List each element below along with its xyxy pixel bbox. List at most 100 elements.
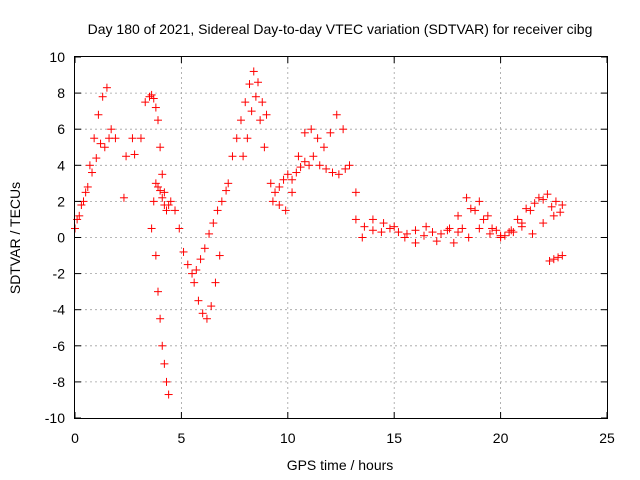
data-point [158,341,167,350]
data-point [196,255,205,264]
data-point [300,128,309,137]
data-point [162,206,171,215]
data-point [239,152,248,161]
data-point [288,175,297,184]
y-tick-label: -4 [53,302,66,318]
data-point [256,116,265,125]
data-point [160,188,169,197]
data-point [526,206,535,215]
data-point [530,199,539,208]
data-point [443,226,452,235]
data-point [445,224,454,233]
data-point [305,161,314,170]
data-point [432,237,441,246]
data-point [224,179,233,188]
data-point [554,253,563,262]
data-point [351,215,360,224]
data-point [558,201,567,210]
data-point [119,193,128,202]
data-point [266,179,275,188]
data-point [454,211,463,220]
data-point [341,164,350,173]
data-point [149,197,158,206]
data-point [505,228,514,237]
x-tick-label: 20 [493,430,509,446]
data-point [211,278,220,287]
data-point [81,188,90,197]
data-point [111,134,120,143]
data-point [92,154,101,163]
data-point [205,229,214,238]
data-point [122,152,131,161]
data-point [507,226,516,235]
data-point [94,110,103,119]
data-point [147,224,156,233]
data-point [419,231,428,240]
data-point [209,219,218,228]
data-point [471,206,480,215]
data-point [156,314,165,323]
data-point [96,139,105,148]
data-point [475,197,484,206]
data-point [332,110,341,119]
data-point [394,228,403,237]
data-point [90,134,99,143]
data-point [485,229,494,238]
data-point [492,226,501,235]
data-point [249,67,258,76]
data-point [83,182,92,191]
data-point [549,255,558,264]
y-tick-label: 8 [57,85,65,101]
data-point [475,224,484,233]
data-point [322,164,331,173]
data-point [368,226,377,235]
data-point [166,197,175,206]
data-point [551,197,560,206]
data-point [136,134,145,143]
data-point [528,229,537,238]
y-tick-label: -6 [53,338,66,354]
data-point [534,193,543,202]
data-point [422,222,431,231]
data-point [513,215,522,224]
data-point [190,278,199,287]
data-point [517,222,526,231]
x-tick-label: 5 [178,430,186,446]
data-point [183,260,192,269]
data-point [100,143,109,152]
data-point [545,256,554,265]
data-point [141,98,150,107]
data-point [241,98,250,107]
data-point [368,215,377,224]
data-point [149,94,158,103]
data-point [275,201,284,210]
y-tick-label: 4 [57,157,65,173]
data-point [232,134,241,143]
data-point [307,125,316,134]
data-point [296,163,305,172]
data-point [400,233,409,242]
data-point [77,201,86,210]
data-point [88,168,97,177]
data-point [200,244,209,253]
data-point [483,211,492,220]
x-tick-label: 10 [280,430,296,446]
data-point [251,92,260,101]
data-point [479,215,488,224]
data-point [379,219,388,228]
data-point [247,107,256,116]
data-point [158,170,167,179]
y-tick-label: 0 [57,230,65,246]
y-tick-label: -10 [45,410,65,426]
data-point [402,229,411,238]
data-point [334,170,343,179]
data-point [411,238,420,247]
data-point [539,219,548,228]
grid-lines [75,57,607,418]
data-point [162,377,171,386]
x-tick-label: 25 [599,430,615,446]
data-point [243,134,252,143]
data-point [283,170,292,179]
x-tick-label: 15 [386,430,402,446]
data-point [313,134,322,143]
